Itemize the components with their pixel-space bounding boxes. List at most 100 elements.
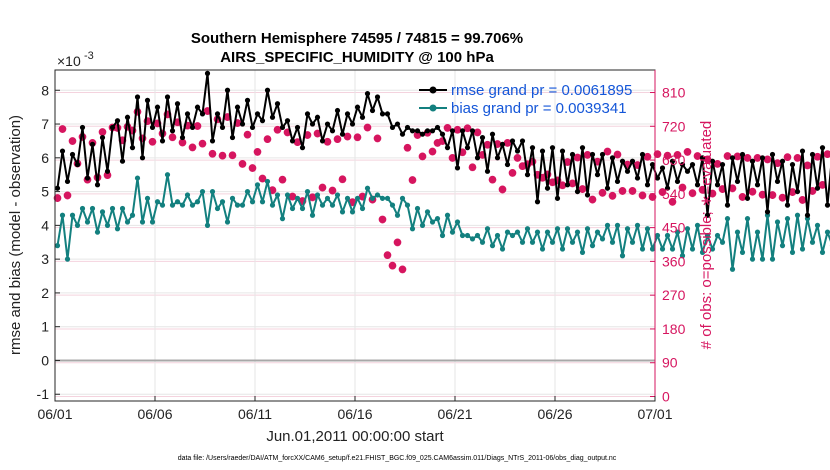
obs-evaluated-point <box>643 153 652 161</box>
rmse-point <box>494 155 501 161</box>
rmse-point <box>89 141 96 147</box>
rmse-point <box>359 114 366 120</box>
rmse-point <box>159 138 166 144</box>
rmse-point <box>264 87 271 93</box>
obs-evaluated-point <box>563 158 572 166</box>
rmse-point <box>594 172 601 178</box>
bias-point <box>489 243 496 249</box>
obs-evaluated-point <box>268 186 277 195</box>
rmse-point <box>184 111 191 117</box>
bias-point <box>239 202 246 208</box>
obs-evaluated-point <box>518 162 527 171</box>
bias-point <box>539 246 546 252</box>
x-tick-label: 06/16 <box>337 406 372 422</box>
y2-tick-label: 450 <box>662 220 686 236</box>
bias-point <box>144 195 151 201</box>
y-tick-label: 6 <box>41 150 49 166</box>
rmse-point <box>619 158 626 164</box>
bias-point <box>769 256 776 262</box>
obs-evaluated-point <box>168 133 177 142</box>
bias-point <box>499 246 506 252</box>
rmse-point <box>634 175 641 181</box>
legend-rmse-label: rmse grand pr = 0.0061895 <box>451 82 632 99</box>
rmse-point <box>624 168 631 174</box>
obs-evaluated-point <box>573 154 582 162</box>
obs-evaluated-point <box>773 159 782 168</box>
bias-point <box>574 229 581 235</box>
bias-point <box>264 178 271 185</box>
obs-evaluated-point <box>153 120 162 128</box>
obs-evaluated-point <box>63 192 72 200</box>
obs-evaluated-point <box>733 153 742 161</box>
bias-point <box>354 195 361 201</box>
obs-evaluated-point <box>813 153 822 161</box>
rmse-point <box>239 121 246 127</box>
rmse-point <box>429 128 436 134</box>
obs-evaluated-point <box>208 150 217 158</box>
rmse-point <box>784 202 791 208</box>
bias-point <box>514 229 521 235</box>
obs-evaluated-point <box>678 184 687 192</box>
rmse-point <box>394 121 401 127</box>
obs-evaluated-point <box>213 115 222 124</box>
bias-point <box>584 226 591 232</box>
bias-point <box>614 222 621 228</box>
x-tick-label: 06/26 <box>537 406 572 422</box>
rmse-point <box>674 178 681 185</box>
rmse-point <box>344 111 351 117</box>
right-axis-ticks: 0 90 180 270 360 450 540 630 720 810 <box>650 70 686 404</box>
obs-evaluated-point <box>598 189 607 197</box>
obs-evaluated-point <box>558 181 567 190</box>
obs-evaluated-point <box>543 171 552 179</box>
obs-evaluated-point <box>393 239 402 247</box>
obs-evaluated-point <box>553 177 562 185</box>
rmse-point <box>364 91 371 97</box>
obs-evaluated-point <box>578 185 587 193</box>
bias-point <box>524 226 531 232</box>
bias-point <box>454 219 461 225</box>
obs-evaluated-point <box>633 161 642 169</box>
rmse-point <box>349 121 356 127</box>
obs-evaluated-point <box>723 152 732 160</box>
obs-evaluated-point <box>488 176 497 184</box>
obs-evaluated-point <box>238 160 247 168</box>
rmse-point <box>609 155 616 161</box>
bias-point <box>684 226 691 232</box>
obs-evaluated-point <box>388 262 397 270</box>
obs-evaluated-point <box>463 124 472 133</box>
bias-point <box>349 209 356 215</box>
bias-point <box>204 222 211 228</box>
rmse-point <box>244 97 251 103</box>
rmse-point <box>69 151 76 158</box>
rmse-point <box>59 148 66 154</box>
obs-evaluated-point <box>703 156 712 164</box>
bias-point <box>374 192 381 198</box>
obs-evaluated-point <box>673 151 682 159</box>
obs-evaluated-point <box>163 111 172 119</box>
obs-evaluated-point <box>608 192 617 200</box>
y2-tick-label: 90 <box>662 355 678 371</box>
bias-point <box>694 222 701 228</box>
bias-point <box>444 212 451 218</box>
obs-evaluated-point <box>323 138 332 146</box>
bias-point <box>564 226 571 232</box>
bias-point <box>819 249 826 255</box>
bias-point <box>129 212 136 218</box>
rmse-point <box>319 138 326 144</box>
y2-tick-label: 360 <box>662 253 686 269</box>
obs-evaluated-point <box>413 131 422 139</box>
rmse-point <box>759 155 766 161</box>
obs-evaluated-point <box>498 186 507 194</box>
bias-point <box>784 216 791 222</box>
obs-evaluated-point <box>818 181 827 189</box>
rmse-point <box>99 134 106 141</box>
rmse-point <box>169 128 176 134</box>
rmse-point <box>119 158 126 164</box>
rmse-point <box>109 124 116 131</box>
obs-evaluated-point <box>753 154 762 162</box>
bias-point <box>74 222 81 228</box>
obs-evaluated-point <box>658 188 667 196</box>
obs-evaluated-point <box>178 139 187 147</box>
bias-point <box>429 219 436 225</box>
obs-evaluated-point <box>438 137 447 145</box>
